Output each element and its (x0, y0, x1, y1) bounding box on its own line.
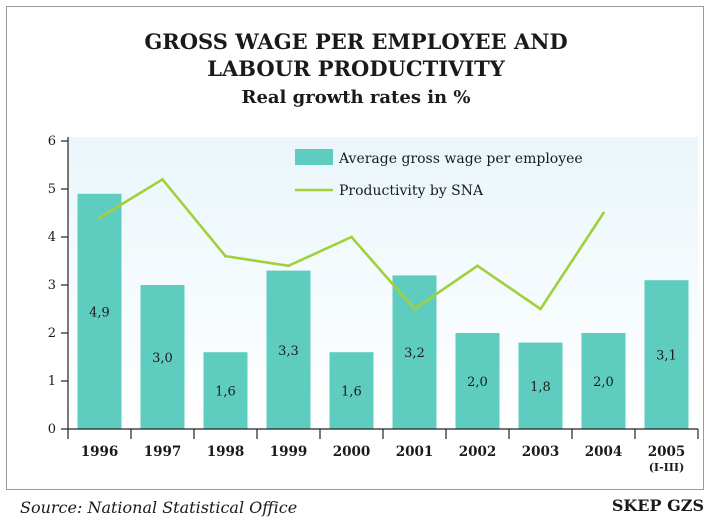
chart-svg: GROSS WAGE PER EMPLOYEE AND LABOUR PRODU… (48, 29, 699, 474)
bar-wage-2005 (644, 280, 689, 429)
legend-swatch-wage (295, 149, 333, 165)
bar-wage-2002 (455, 333, 500, 429)
y-tick-label: 5 (48, 182, 56, 197)
bar-value-label: 3,1 (656, 349, 677, 364)
productivity-point-2001 (413, 307, 416, 311)
y-tick-label: 4 (48, 230, 56, 245)
productivity-line-series (98, 177, 605, 311)
bar-wage-2000 (329, 352, 374, 429)
bar-value-label: 3,3 (278, 344, 299, 359)
x-tick-label: 2005 (648, 444, 686, 460)
bar-value-label: 1,8 (530, 380, 551, 395)
chart-title-line2: LABOUR PRODUCTIVITY (207, 56, 506, 81)
source-note: Source: National Statistical Office (20, 498, 298, 517)
bar-wage-2003 (518, 342, 563, 429)
bar-series (77, 193, 689, 429)
x-tick-label: 2000 (333, 444, 371, 460)
x-tick-label: 2003 (522, 444, 560, 460)
x-tick-label: 1996 (81, 444, 119, 460)
productivity-point-2004 (602, 211, 605, 215)
chart-subtitle: Real growth rates in % (241, 87, 470, 108)
x-tick-label: 1998 (207, 444, 245, 460)
bar-value-label: 1,6 (215, 385, 236, 400)
bar-value-label: 1,6 (341, 385, 362, 400)
x-tick-sublabel: (I-III) (649, 461, 685, 474)
legend-label-wage: Average gross wage per employee (338, 151, 583, 167)
legend: Average gross wage per employee Producti… (295, 149, 583, 199)
productivity-point-2000 (350, 235, 353, 239)
x-tick-label: 2001 (396, 444, 434, 460)
legend-label-productivity: Productivity by SNA (339, 183, 484, 199)
bar-value-label: 3,2 (404, 346, 425, 361)
x-tick-label: 2004 (585, 444, 623, 460)
bar-wage-2004 (581, 333, 626, 429)
productivity-point-1997 (161, 178, 164, 181)
y-tick-label: 3 (48, 278, 56, 293)
y-tick-label: 1 (48, 374, 56, 389)
bar-value-labels: 4,9 3,0 1,6 3,3 1,6 3,2 2,0 1,8 2,0 3,1 (89, 305, 677, 399)
bar-wage-1998 (203, 352, 248, 429)
chart-title-line1: GROSS WAGE PER EMPLOYEE AND (144, 29, 567, 54)
x-tick-label: 2002 (459, 444, 497, 460)
chart-frame: GROSS WAGE PER EMPLOYEE AND LABOUR PRODU… (6, 6, 704, 490)
bar-wage-1999 (266, 270, 311, 429)
bar-value-label: 4,9 (89, 305, 110, 320)
y-axis: 0 1 2 3 4 5 6 (48, 134, 69, 437)
bar-value-label: 2,0 (467, 375, 488, 390)
y-tick-label: 0 (48, 422, 56, 437)
x-tick-label: 1999 (270, 444, 308, 460)
y-tick-label: 6 (48, 134, 56, 149)
productivity-point-2003 (539, 307, 542, 311)
x-tick-label: 1997 (144, 444, 182, 460)
y-tick-label: 2 (48, 326, 56, 341)
bar-wage-2001 (392, 275, 437, 429)
bar-value-label: 3,0 (152, 351, 173, 366)
bar-wage-1996 (77, 193, 122, 429)
productivity-point-1996 (98, 216, 101, 220)
x-axis: 1996 1997 1998 1999 2000 2001 2002 2003 2004 2005… (67, 428, 699, 474)
productivity-point-1998 (224, 254, 227, 258)
brand-label: SKEP GZS (611, 496, 704, 515)
bar-wage-1997 (140, 285, 185, 429)
bar-value-label: 2,0 (593, 375, 614, 390)
productivity-point-1999 (287, 264, 290, 268)
productivity-point-2002 (476, 264, 479, 268)
